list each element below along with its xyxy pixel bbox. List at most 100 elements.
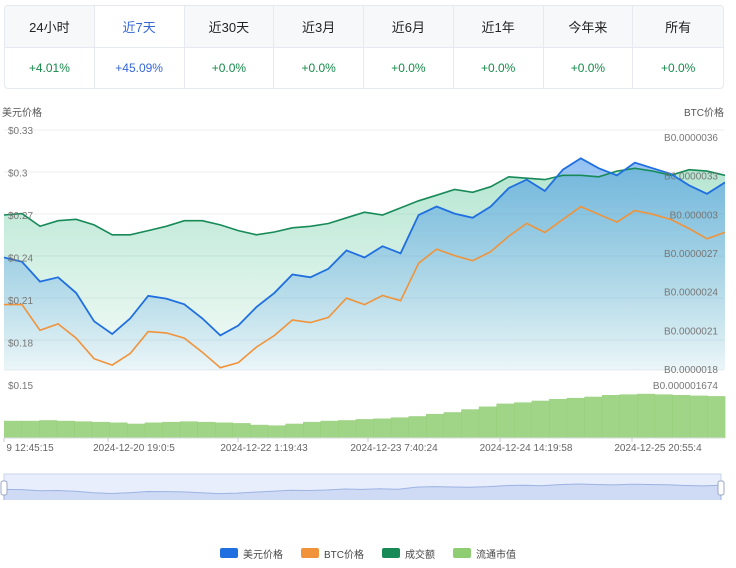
market-cap-bar <box>672 395 691 438</box>
x-tick-label: 9 12:45:15 <box>6 443 54 454</box>
period-change: +0.0% <box>391 61 426 75</box>
period-table: 24小时 +4.01% 近7天 +45.09% 近30天 +0.0% 近3月 +0.0% 近6月… <box>4 5 724 89</box>
market-cap-bar <box>373 418 392 438</box>
market-cap-bar <box>74 421 93 438</box>
market-cap-bar <box>408 416 427 438</box>
market-cap-bar <box>689 395 708 438</box>
period-change: +45.09% <box>115 61 163 75</box>
market-cap-bar <box>285 423 304 438</box>
period-tab-7[interactable]: 所有 +0.0% <box>633 6 723 88</box>
market-cap-bar <box>601 395 620 438</box>
market-cap-bar <box>91 421 110 438</box>
market-cap-bar <box>232 423 251 438</box>
y-axis-right-title: BTC价格 <box>684 106 724 119</box>
market-cap-bar <box>162 421 181 438</box>
y-tick-left: $0.27 <box>8 211 33 222</box>
chart-legend: 美元价格 BTC价格 成交额 流通市值 <box>0 544 736 562</box>
period-label: 近1年 <box>453 6 543 48</box>
legend-item-3[interactable]: 流通市值 <box>453 544 516 562</box>
y-tick-right: B0.0000021 <box>664 326 718 337</box>
legend-label: 流通市值 <box>476 549 516 561</box>
market-cap-bar <box>4 420 22 438</box>
period-change: +0.0% <box>301 61 336 75</box>
period-tab-2[interactable]: 近30天 +0.0% <box>184 6 275 88</box>
market-cap-bar <box>549 399 568 438</box>
market-cap-bar <box>426 413 444 438</box>
market-cap-bar <box>21 420 40 438</box>
market-cap-bar <box>619 394 638 438</box>
market-cap-bar <box>127 423 146 438</box>
period-label: 近3月 <box>274 6 363 48</box>
x-tick-label: 2024-12-22 1:19:43 <box>220 443 308 454</box>
market-cap-bar <box>179 421 198 438</box>
period-tab-0[interactable]: 24小时 +4.01% <box>5 6 95 88</box>
price-chart-svg: 美元价格 BTC价格 $0.33 $0.3 $0.27 $0.24 $0.21 $0.18 $0… <box>0 106 726 503</box>
market-cap-bar <box>56 420 75 438</box>
market-cap-bar <box>338 420 357 438</box>
y-tick-right: B0.000001674 <box>653 381 719 392</box>
market-cap-bar <box>267 425 286 438</box>
series-line-btc-price <box>4 205 725 369</box>
y-tick-right: B0.0000018 <box>664 365 718 376</box>
legend-item-1[interactable]: BTC价格 <box>301 544 364 562</box>
market-cap-bar <box>443 412 462 438</box>
market-cap-bar <box>531 400 550 438</box>
period-label: 近6月 <box>364 6 453 48</box>
y-axis-left-title: 美元价格 <box>2 106 42 119</box>
period-change: +0.0% <box>211 61 247 75</box>
y-tick-right: B0.0000033 <box>664 172 718 183</box>
market-cap-bar <box>215 422 233 438</box>
usd-price-area <box>4 158 725 370</box>
y-tick-left: $0.3 <box>8 169 28 180</box>
period-tab-6[interactable]: 今年来 +0.0% <box>543 6 634 88</box>
y-tick-right: B0.0000024 <box>664 288 718 299</box>
y-tick-left: $0.21 <box>8 296 33 307</box>
x-tick-label: 2024-12-20 19:0:5 <box>93 443 175 454</box>
legend-swatch <box>220 548 238 558</box>
market-cap-bar <box>461 409 480 438</box>
legend-item-2[interactable]: 成交额 <box>382 544 435 562</box>
market-cap-bar <box>514 402 532 438</box>
period-change: +0.0% <box>570 61 606 75</box>
period-change: +0.0% <box>660 61 696 75</box>
legend-item-0[interactable]: 美元价格 <box>220 544 283 562</box>
series-line-volume <box>4 167 725 236</box>
market-cap-bar <box>654 394 673 438</box>
period-label: 所有 <box>633 6 723 48</box>
period-tab-5[interactable]: 近1年 +0.0% <box>453 6 544 88</box>
price-chart: 美元价格 BTC价格 $0.33 $0.3 $0.27 $0.24 $0.21 $0.18 $0… <box>0 100 736 503</box>
y-tick-left: $0.18 <box>8 339 33 350</box>
y-tick-right: B0.0000027 <box>664 249 718 260</box>
market-cap-bar <box>707 396 726 438</box>
y-tick-left: $0.33 <box>8 126 33 137</box>
market-cap-bar <box>303 421 321 438</box>
period-tab-4[interactable]: 近6月 +0.0% <box>364 6 454 88</box>
navigator-handle-left[interactable] <box>0 480 8 496</box>
legend-label: 美元价格 <box>243 549 283 561</box>
period-tab-3[interactable]: 近3月 +0.0% <box>274 6 364 88</box>
market-cap-bar <box>250 424 269 438</box>
y-tick-right: B0.000003 <box>670 210 719 221</box>
period-tab-1[interactable]: 近7天 +45.09% <box>94 6 185 88</box>
market-cap-bar <box>39 420 58 438</box>
period-change: +0.0% <box>480 61 516 75</box>
market-cap-bar <box>320 420 339 438</box>
y-tick-left: $0.15 <box>8 381 33 392</box>
y-tick-left: $0.24 <box>8 254 33 265</box>
market-cap-bar <box>355 419 374 438</box>
market-cap-bar <box>566 397 585 438</box>
navigator-handle-right[interactable] <box>717 480 725 496</box>
market-cap-bar <box>390 417 409 438</box>
legend-swatch <box>382 548 400 558</box>
market-cap-bar <box>637 393 656 438</box>
x-tick-label: 2024-12-24 14:19:58 <box>480 443 573 454</box>
legend-swatch <box>453 548 471 558</box>
series-line-usd-price <box>4 157 725 337</box>
market-cap-bar <box>584 396 603 438</box>
x-tick-label: 2024-12-25 20:55:4 <box>614 443 702 454</box>
navigator-sparkline <box>3 483 722 503</box>
x-tick-label: 2024-12-23 7:40:24 <box>350 443 438 454</box>
market-cap-bar <box>478 406 497 438</box>
period-label: 24小时 <box>5 6 94 48</box>
period-change: +4.01% <box>28 61 70 75</box>
